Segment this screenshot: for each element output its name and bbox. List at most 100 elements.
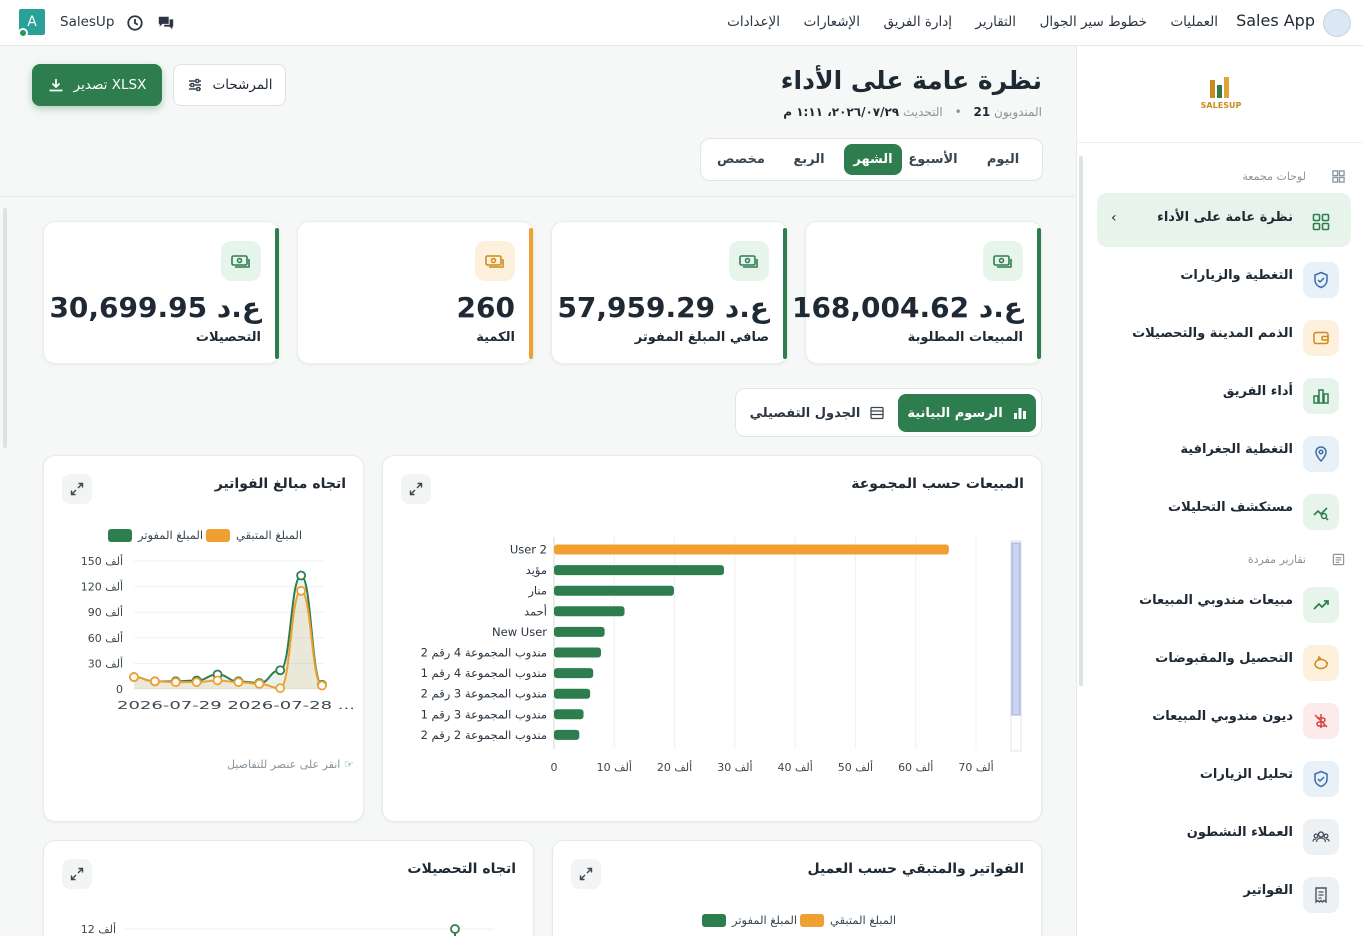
kpi-card-ordered-sales[interactable]: 168,004.62 ع.د المبيعات المطلوبة	[792, 221, 1042, 364]
sidebar-item-coverage-visits[interactable]: التغطية والزيارات	[1097, 251, 1351, 305]
badge-check-icon	[1303, 761, 1339, 797]
category-label: مندوب المجموعة 3 رقم 1	[421, 707, 547, 722]
chat-icon[interactable]	[157, 14, 175, 32]
data-point	[191, 677, 202, 688]
bar	[554, 626, 605, 637]
logo-text: SALESUP	[1201, 101, 1242, 110]
period-custom[interactable]: مخصص	[717, 152, 765, 167]
bar-chart-icon	[1013, 408, 1026, 419]
nav-mobile-routes[interactable]: خطوط سير الجوال	[1039, 14, 1147, 30]
sidebar-scrollbar[interactable]	[1079, 156, 1083, 686]
kpi-card-net-invoiced[interactable]: 57,959.29 ع.د صافي المبلغ المفوتر	[551, 221, 788, 364]
sidebar-item-invoices[interactable]: الفواتير	[1097, 866, 1351, 920]
expand-button[interactable]	[571, 859, 601, 889]
expand-button[interactable]	[62, 859, 92, 889]
kpi-value: 57,959.29 ع.د	[557, 291, 769, 324]
legend-remaining[interactable]: المبلغ المتبقي	[206, 528, 302, 542]
sidebar: SALESUP لوحات مجمعة نظرة عامة على الأداء…	[1076, 46, 1363, 936]
legend-remaining-label: المبلغ المتبقي	[830, 913, 897, 927]
sales-by-group-panel: المبيعات حسب المجموعة 0 10 ألف 20 ألف 30 أل…	[382, 455, 1042, 822]
sliders-icon	[188, 78, 201, 92]
kpi-value: 168,004.62 ع.د	[791, 291, 1023, 324]
sidebar-item-rep-sales[interactable]: مبيعات مندوبي المبيعات	[1097, 576, 1351, 630]
legend-invoiced[interactable]: المبلغ المفوتر	[108, 528, 203, 542]
sidebar-item-label: نظرة عامة على الأداء	[1157, 210, 1293, 225]
sidebar-item-analytics-explorer[interactable]: مستكشف التحليلات	[1097, 483, 1351, 537]
nav-settings[interactable]: الإعدادات	[727, 14, 780, 30]
view-toggle: الرسوم البيانية الجدول التفصيلي	[735, 388, 1042, 437]
sidebar-item-performance-overview[interactable]: نظرة عامة على الأداء ‹	[1097, 193, 1351, 247]
data-point	[149, 676, 160, 687]
kpi-label: الكمية	[476, 330, 515, 345]
category-label: مندوب المجموعة 4 رقم 2	[421, 646, 547, 661]
data-point	[275, 683, 286, 694]
sidebar-item-rep-debts[interactable]: ديون مندوبي المبيعات	[1097, 692, 1351, 746]
sidebar-item-label: مبيعات مندوبي المبيعات	[1139, 593, 1293, 608]
sidebar-item-team-performance[interactable]: أداء الفريق	[1097, 367, 1351, 421]
app-logo[interactable]	[1323, 9, 1351, 37]
piggy-bank-icon	[1303, 645, 1339, 681]
data-point	[233, 677, 244, 688]
expand-button[interactable]	[62, 474, 92, 504]
nav-reports[interactable]: التقارير	[975, 14, 1016, 30]
period-month[interactable]: الشهر	[844, 144, 902, 175]
nav-notifications[interactable]: الإشعارات	[803, 14, 860, 30]
sidebar-item-visit-analysis[interactable]: تحليل الزيارات	[1097, 750, 1351, 804]
y-tick-label: 150 ألف	[81, 554, 123, 568]
bar	[554, 606, 625, 617]
expand-button[interactable]	[401, 474, 431, 504]
dashboard-icon	[1303, 204, 1339, 240]
period-today[interactable]: اليوم	[986, 152, 1020, 167]
sidebar-item-label: الذمم المدينة والتحصيلات	[1132, 326, 1293, 341]
period-quarter[interactable]: الربع	[793, 152, 825, 167]
brand-name[interactable]: Sales App	[1236, 11, 1315, 30]
table-view-button[interactable]: الجدول التفصيلي	[743, 394, 891, 432]
x-tick-label: 20 ألف	[657, 760, 692, 774]
legend-invoiced[interactable]: المبلغ المفوتر	[702, 913, 797, 927]
receipt-icon	[1303, 877, 1339, 913]
expand-icon	[579, 867, 593, 881]
data-point	[317, 680, 327, 691]
legend-swatch	[206, 528, 230, 542]
sidebar-item-active-customers[interactable]: العملاء النشطون	[1097, 808, 1351, 862]
x-tick-label: 30 ألف	[717, 760, 752, 774]
x-tick-labels: 2026-07-29 2026-07-28 ...	[117, 699, 355, 712]
kpi-value: 30,699.95 ع.د	[49, 291, 261, 324]
kpi-card-quantity[interactable]: 260 الكمية	[297, 221, 534, 364]
legend-remaining-label: المبلغ المتبقي	[236, 528, 303, 542]
table-view-label: الجدول التفصيلي	[749, 405, 861, 421]
charts-view-button[interactable]: الرسوم البيانية	[898, 394, 1036, 432]
table-icon	[870, 406, 884, 420]
sidebar-item-receivables[interactable]: الذمم المدينة والتحصيلات	[1097, 309, 1351, 363]
legend-remaining[interactable]: المبلغ المتبقي	[800, 913, 896, 927]
page-title: نظرة عامة على الأداء	[780, 66, 1042, 95]
page-meta: المندوبون 21 • التحديث ٢٠٢٦/٠٧/٢٩، ١:١١ …	[783, 105, 1042, 119]
filters-button[interactable]: المرشحات	[173, 64, 286, 106]
sidebar-item-label: التحصيل والمقبوضات	[1155, 651, 1293, 666]
nav-operations[interactable]: العمليات	[1170, 14, 1218, 30]
user-name[interactable]: SalesUp	[60, 14, 115, 30]
category-label: منار	[527, 584, 547, 599]
data-point	[296, 585, 307, 596]
salesup-logo[interactable]: SALESUP	[1195, 74, 1247, 116]
updated-label: التحديث	[902, 105, 943, 119]
legend-invoiced-label: المبلغ المفوتر	[732, 913, 798, 927]
category-label: New User	[492, 625, 547, 639]
header-divider	[0, 196, 1075, 197]
bar	[554, 544, 949, 555]
kpi-card-collections[interactable]: 30,699.95 ع.د التحصيلات	[43, 221, 280, 364]
clock-icon[interactable]	[126, 14, 144, 32]
invoices-by-customer-panel: الفواتير والمتبقي حسب العميل المبلغ المف…	[552, 840, 1042, 936]
period-week[interactable]: الأسبوع	[908, 152, 958, 167]
sidebar-item-geo-coverage[interactable]: التغطية الجغرافية	[1097, 425, 1351, 479]
sidebar-item-collections[interactable]: التحصيل والمقبوضات	[1097, 634, 1351, 688]
sidebar-logo-area: SALESUP	[1077, 46, 1363, 143]
badge-check-icon	[1303, 262, 1339, 298]
series-area	[134, 590, 322, 689]
nav-team-management[interactable]: إدارة الفريق	[883, 14, 952, 30]
content-scrollbar[interactable]	[3, 208, 7, 448]
kpi-value: 260	[456, 291, 515, 324]
kpi-accent-bar	[783, 228, 787, 359]
section-reports-label: تقارير مفردة	[1247, 553, 1306, 566]
export-xlsx-button[interactable]: تصدير XLSX	[32, 64, 162, 106]
